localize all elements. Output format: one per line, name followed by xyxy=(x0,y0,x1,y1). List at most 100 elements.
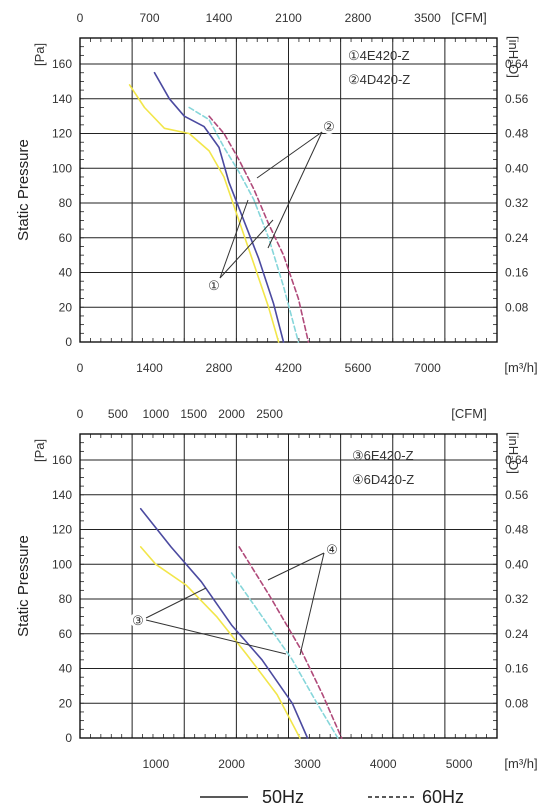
legend-entry: ①4E420-Z xyxy=(348,48,410,63)
x-tick-label-bottom: 5000 xyxy=(446,757,473,771)
annotation-bg xyxy=(130,612,146,628)
legend-60hz-label: 60Hz xyxy=(422,787,464,807)
x-tick-label-top: 2800 xyxy=(345,11,372,25)
y-tick-label-right: 0.56 xyxy=(505,488,529,502)
y-tick-label-left: 60 xyxy=(59,627,73,641)
x-unit-bottom: [m³/h] xyxy=(504,360,537,375)
y-tick-label-left: 100 xyxy=(52,161,72,175)
x-tick-label-top: 700 xyxy=(139,11,159,25)
y-tick-label-right: 0.48 xyxy=(505,523,529,537)
x-tick-label-bottom: 4000 xyxy=(370,757,397,771)
y-tick-label-right: 0.48 xyxy=(505,127,529,141)
series-line-2 xyxy=(230,572,339,739)
x-tick-label-bottom: 2800 xyxy=(206,361,233,375)
y-tick-label-left: 20 xyxy=(59,696,73,710)
y-unit-left: [Pa] xyxy=(32,43,47,66)
annotation-leader xyxy=(299,552,325,656)
y-unit-left: [Pa] xyxy=(32,439,47,462)
y-axis-label: Static Pressure xyxy=(15,535,32,637)
x-tick-label-bottom: 1400 xyxy=(136,361,163,375)
series-line-2 xyxy=(188,106,300,343)
annotation-label: ② xyxy=(323,119,335,134)
x-tick-label-bottom: 3000 xyxy=(294,757,321,771)
y-tick-label-left: 160 xyxy=(52,453,72,467)
annotation-label: ④ xyxy=(326,542,338,557)
annotation-leader xyxy=(267,131,323,249)
y-unit-right: [inH₂O] xyxy=(506,432,521,474)
x-tick-label-bottom: 1000 xyxy=(142,757,169,771)
y-tick-label-left: 140 xyxy=(52,488,72,502)
y-tick-label-left: 120 xyxy=(52,127,72,141)
y-tick-label-left: 140 xyxy=(52,92,72,106)
x-tick-label-bottom: 7000 xyxy=(414,361,441,375)
legend-entry: ③6E420-Z xyxy=(352,448,414,463)
y-tick-label-right: 0.16 xyxy=(505,266,529,280)
x-tick-label-top: 1400 xyxy=(206,11,233,25)
y-tick-label-left: 0 xyxy=(65,335,72,349)
annotation-bg xyxy=(206,277,222,293)
x-tick-label-top: 0 xyxy=(77,11,84,25)
y-tick-label-right: 0.64 xyxy=(505,57,529,71)
x-tick-label-bottom: 0 xyxy=(77,361,84,375)
x-tick-label-bottom: 2000 xyxy=(218,757,245,771)
x-unit-top: [CFM] xyxy=(451,10,486,25)
annotation-label: ① xyxy=(208,278,220,293)
y-tick-label-right: 0.40 xyxy=(505,557,529,571)
x-tick-label-top: 2500 xyxy=(256,407,283,421)
x-tick-label-top: 2100 xyxy=(275,11,302,25)
annotation-label: ③ xyxy=(132,613,144,628)
series-line-3 xyxy=(208,115,310,343)
y-tick-label-left: 80 xyxy=(59,592,73,606)
y-tick-label-right: 0.32 xyxy=(505,196,529,210)
x-tick-label-top: 0 xyxy=(77,407,84,421)
y-tick-label-right: 0.64 xyxy=(505,453,529,467)
x-tick-label-top: 3500 xyxy=(414,11,441,25)
annotation-leader xyxy=(256,131,323,179)
grid xyxy=(80,434,497,738)
y-tick-label-right: 0.24 xyxy=(505,231,529,245)
series-line-1 xyxy=(153,71,285,343)
chart-2: 0 20 40 60 80 100 120 140 160 0.08 0.16 0.24 0.32 0.4… xyxy=(15,406,538,771)
x-unit-top: [CFM] xyxy=(451,406,486,421)
y-tick-label-right: 0.24 xyxy=(505,627,529,641)
chart-1: 0 20 40 60 80 100 120 140 160 0.08 0.16 0.24 0.32 0.4… xyxy=(15,10,538,375)
x-tick-label-top: 1000 xyxy=(142,407,169,421)
legend-entry: ②4D420-Z xyxy=(348,72,410,87)
x-tick-label-top: 500 xyxy=(108,407,128,421)
series-line-3 xyxy=(238,546,343,739)
legend-50hz-label: 50Hz xyxy=(262,787,304,807)
y-tick-label-left: 160 xyxy=(52,57,72,71)
y-tick-label-right: 0.56 xyxy=(505,92,529,106)
y-axis-label: Static Pressure xyxy=(15,139,32,241)
x-tick-label-bottom: 5600 xyxy=(345,361,372,375)
x-tick-label-bottom: 4200 xyxy=(275,361,302,375)
y-tick-label-left: 40 xyxy=(59,662,73,676)
y-tick-label-left: 80 xyxy=(59,196,73,210)
plot-frame xyxy=(79,433,498,739)
y-tick-label-left: 20 xyxy=(59,300,73,314)
annotation-leader xyxy=(145,587,207,619)
y-tick-label-right: 0.40 xyxy=(505,161,529,175)
annotation-leader xyxy=(267,552,325,581)
y-tick-label-left: 120 xyxy=(52,523,72,537)
y-tick-label-right: 0.08 xyxy=(505,696,529,710)
annotation-leader xyxy=(219,199,249,279)
x-tick-label-top: 2000 xyxy=(218,407,245,421)
y-tick-label-left: 60 xyxy=(59,231,73,245)
x-tick-label-top: 1500 xyxy=(180,407,207,421)
annotation-leader xyxy=(219,219,274,279)
y-tick-label-left: 0 xyxy=(65,731,72,745)
y-tick-label-right: 0.32 xyxy=(505,592,529,606)
y-tick-label-left: 40 xyxy=(59,266,73,280)
series-line-1 xyxy=(139,507,309,739)
y-tick-label-right: 0.08 xyxy=(505,300,529,314)
y-tick-label-right: 0.16 xyxy=(505,662,529,676)
series-line-0 xyxy=(128,84,280,343)
annotation-leader xyxy=(145,619,287,655)
grid xyxy=(80,38,497,342)
plot-frame xyxy=(79,37,498,343)
annotation-bg xyxy=(321,118,337,134)
bottom-legend: 50Hz 60Hz xyxy=(200,787,464,807)
legend-entry: ④6D420-Z xyxy=(352,472,414,487)
